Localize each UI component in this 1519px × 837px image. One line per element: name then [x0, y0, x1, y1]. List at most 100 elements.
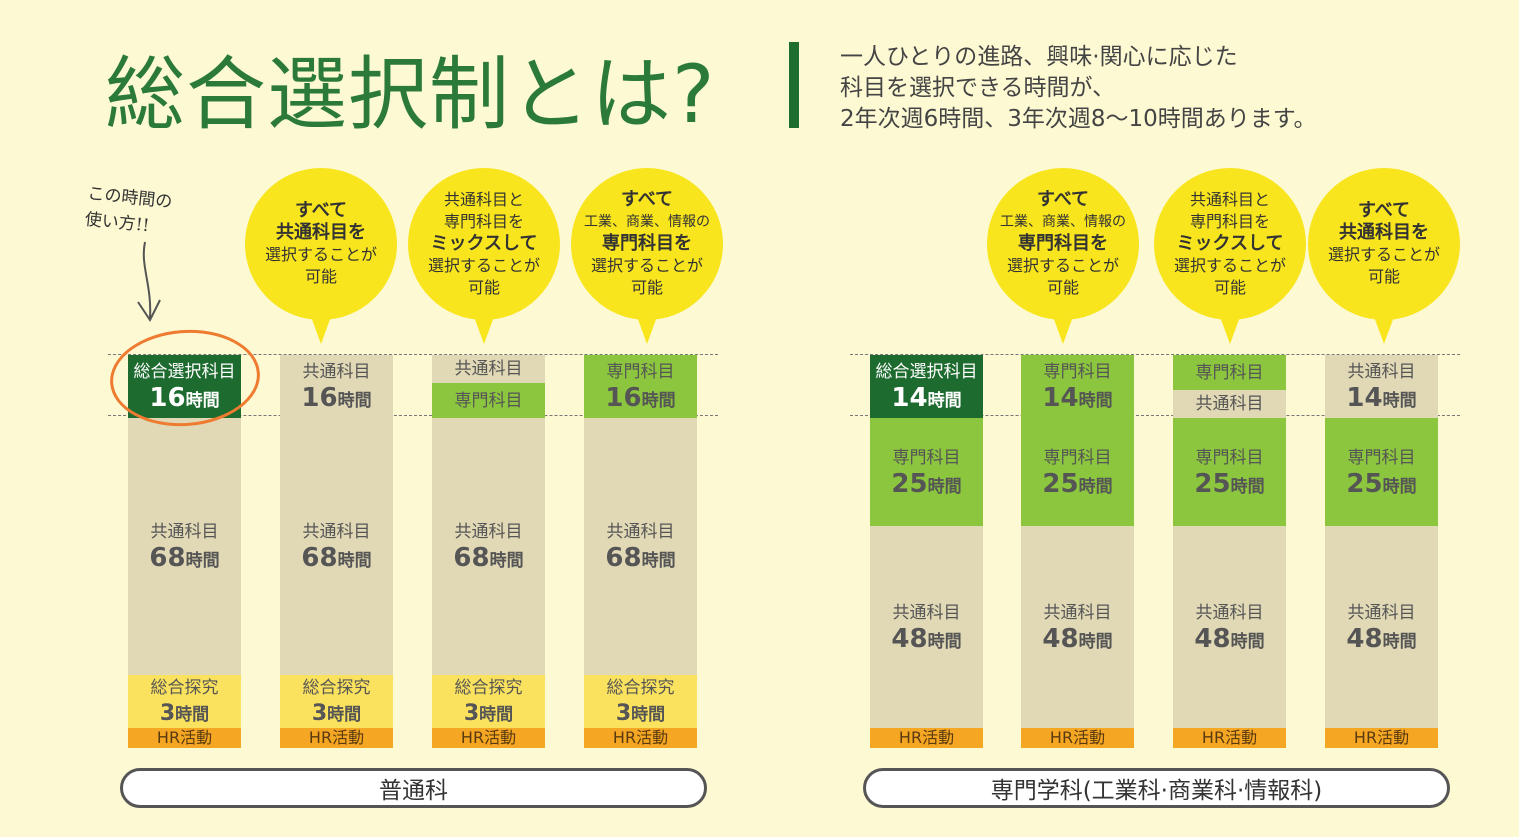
segment-label: 総合探究: [302, 677, 371, 698]
segment-hours: 25時間: [1042, 470, 1112, 499]
hours-unit: 時間: [479, 704, 514, 725]
hours-unit: 時間: [927, 631, 962, 652]
common-segment: 共通科目 48時間: [1173, 526, 1286, 728]
intro-line: 一人ひとりの進路、興味·関心に応じた: [840, 44, 1238, 70]
segment-label: 総合探究: [606, 677, 675, 698]
segment-label: 共通科目: [1195, 394, 1264, 414]
hours-unit: 時間: [185, 551, 220, 571]
elective-segment: 専門科目 14時間: [1021, 355, 1134, 418]
course-column-vocational-4: 共通科目 14時間 専門科目 25時間 共通科目 48時間 HR活動: [1325, 355, 1438, 748]
segment-label: 専門科目: [1195, 447, 1264, 468]
dashed-guide: [108, 415, 718, 416]
segment-hours: 3時間: [616, 700, 665, 728]
handwritten-note: この時間の 使い方!!: [84, 181, 174, 242]
specialty-segment: 専門科目 25時間: [1173, 418, 1286, 526]
segment-label: 専門科目: [1347, 447, 1416, 468]
hours-unit: 時間: [1382, 476, 1417, 497]
segment-label: HR活動: [1353, 728, 1410, 747]
segment-hours: 3時間: [312, 700, 361, 728]
segment-label: 共通科目: [1347, 602, 1416, 623]
bubble-line: すべて: [620, 189, 674, 210]
hours-unit: 時間: [1230, 631, 1265, 652]
bubble-line: 専門科目を: [1189, 212, 1270, 231]
page-title: 総合選択制とは?: [105, 48, 716, 141]
common-segment: 共通科目 68時間: [584, 418, 697, 675]
bubble-common-all-general: すべて 共通科目を 選択することが 可能: [245, 168, 397, 344]
course-column-vocational-2: 専門科目 14時間 専門科目 25時間 共通科目 48時間 HR活動: [1021, 355, 1134, 748]
hours-value: 16: [301, 383, 338, 413]
hours-value: 48: [1194, 623, 1231, 654]
hours-value: 68: [605, 543, 642, 573]
course-label-general: 普通科: [120, 768, 707, 808]
segment-hours: 48時間: [1346, 625, 1416, 654]
segment-label: 共通科目: [454, 522, 523, 542]
segment-hours: 68時間: [605, 544, 675, 573]
bubble-line: 専門科目を: [1018, 233, 1108, 254]
hours-unit: 時間: [1078, 631, 1113, 652]
hours-unit: 時間: [175, 704, 210, 725]
hours-unit: 時間: [927, 476, 962, 497]
segment-label: 総合探究: [454, 677, 523, 698]
course-column-vocational-3: 専門科目 共通科目 専門科目 25時間 共通科目 48時間 HR活動: [1173, 355, 1286, 748]
segment-hours: 48時間: [1194, 625, 1264, 654]
specialty-mini-segment: 専門科目: [1173, 355, 1286, 390]
hours-unit: 時間: [641, 391, 676, 411]
segment-hours: 3時間: [160, 700, 209, 728]
elective-segment: 総合選択科目 14時間: [870, 355, 983, 418]
bubble-line: 選択することが: [1006, 256, 1119, 275]
bubble-mix-general: 共通科目と 専門科目を ミックスして 選択することが 可能: [408, 168, 560, 344]
bubble-line: 選択することが: [264, 245, 377, 264]
segment-label: 総合選択科目: [133, 362, 236, 382]
bubble-line: すべて: [294, 200, 348, 221]
bubble-line: 選択することが: [427, 256, 540, 275]
specialty-mini-segment: 専門科目: [432, 383, 545, 418]
segment-hours: 48時間: [1042, 625, 1112, 654]
intro-line: 2年次週6時間、3年次週8～10時間あります。: [840, 106, 1317, 132]
hr-segment: HR活動: [280, 728, 393, 748]
bubble-specialty-all-general: すべて 工業、商業、情報の 専門科目を 選択することが 可能: [571, 168, 723, 344]
bubble-line: 選択することが: [590, 256, 703, 275]
segment-label: 共通科目: [302, 522, 371, 542]
intro-line: 科目を選択できる時間が、: [840, 75, 1116, 101]
segment-hours: 68時間: [149, 544, 219, 573]
dashed-guide: [108, 354, 718, 355]
common-mini-segment: 共通科目: [1173, 390, 1286, 418]
segment-label: 共通科目: [150, 522, 219, 542]
hours-unit: 時間: [327, 704, 362, 725]
hr-segment: HR活動: [870, 728, 983, 748]
elective-segment: 共通科目 16時間: [280, 355, 393, 418]
segment-label: 共通科目: [454, 359, 523, 379]
hours-unit: 時間: [1382, 391, 1417, 411]
bubble-line: 専門科目を: [602, 233, 692, 254]
hours-unit: 時間: [337, 551, 372, 571]
hours-value: 14: [1042, 383, 1079, 413]
bubble-line: 専門科目を: [443, 212, 524, 231]
bubble-line: 選択することが: [1327, 245, 1440, 264]
segment-hours: 14時間: [1042, 384, 1112, 413]
bubble-mix-vocational: 共通科目と 専門科目を ミックスして 選択することが 可能: [1154, 168, 1306, 344]
hr-segment: HR活動: [128, 728, 241, 748]
arrow-down-icon: [137, 241, 161, 322]
hours-unit: 時間: [1078, 476, 1113, 497]
hours-value: 14: [891, 383, 928, 413]
segment-label: HR活動: [612, 728, 669, 747]
segment-label: HR活動: [156, 728, 213, 747]
hours-unit: 時間: [1230, 476, 1265, 497]
bubble-line: 共通科目を: [276, 222, 366, 243]
hours-value: 25: [1042, 468, 1079, 499]
bubble-line: 共通科目と: [1189, 190, 1270, 209]
specialty-segment: 専門科目 25時間: [870, 418, 983, 526]
hours-value: 48: [1042, 623, 1079, 654]
explore-segment: 総合探究 3時間: [584, 675, 697, 728]
segment-label: HR活動: [308, 728, 365, 747]
hours-value: 16: [605, 383, 642, 413]
segment-hours: 3時間: [464, 700, 513, 728]
hours-unit: 時間: [631, 704, 666, 725]
hours-value: 25: [1346, 468, 1383, 499]
segment-hours: 48時間: [891, 625, 961, 654]
common-segment: 共通科目 68時間: [280, 418, 393, 675]
segment-hours: 16時間: [301, 384, 371, 413]
hours-unit: 時間: [1382, 631, 1417, 652]
hours-unit: 時間: [489, 551, 524, 571]
hr-segment: HR活動: [1021, 728, 1134, 748]
